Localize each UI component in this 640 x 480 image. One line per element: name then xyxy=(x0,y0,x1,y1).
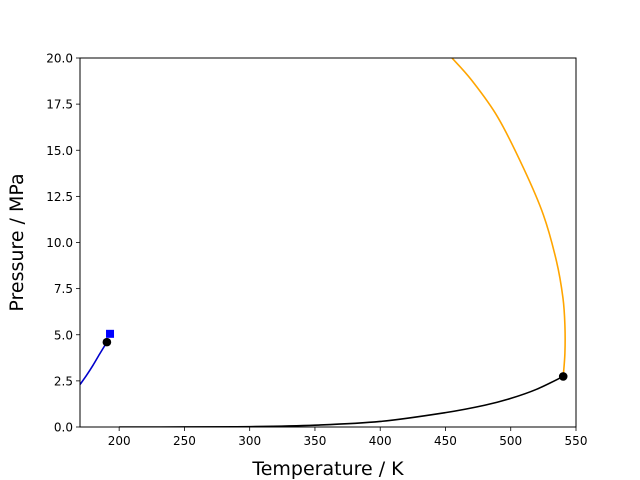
y-tick-label-3: 7.5 xyxy=(54,282,73,296)
y-tick-label-5: 12.5 xyxy=(46,190,73,204)
series-layer xyxy=(80,58,566,427)
x-tick-label-4: 400 xyxy=(369,434,392,448)
x-tick-label-5: 450 xyxy=(434,434,457,448)
y-tick-label-4: 10.0 xyxy=(46,236,73,250)
y-axis-label: Pressure / MPa xyxy=(6,173,28,311)
x-tick-label-1: 250 xyxy=(173,434,196,448)
y-tick-label-1: 2.5 xyxy=(54,374,73,388)
x-tick-label-6: 500 xyxy=(499,434,522,448)
point-marker-3-1 xyxy=(558,372,568,381)
y-tick-label-6: 15.0 xyxy=(46,144,73,158)
y-tick-label-8: 20.0 xyxy=(46,52,73,66)
y-tick-label-2: 5.0 xyxy=(54,328,73,342)
y-tick-label-7: 17.5 xyxy=(46,98,73,112)
x-tick-label-3: 350 xyxy=(303,434,326,448)
square-marker-4-0 xyxy=(106,329,115,338)
ticks-layer: 200 250 300 350 400 450 500 550 0.0 2.5 5.0 7.5 10.0… xyxy=(46,52,587,449)
y-tick-label-0: 0.0 xyxy=(54,421,73,435)
x-tick-label-7: 550 xyxy=(565,434,588,448)
series-line-2 xyxy=(451,58,566,377)
x-axis-label: Temperature / K xyxy=(251,458,404,480)
plot-frame xyxy=(79,57,577,428)
series-line-1 xyxy=(119,375,564,427)
series-line-0 xyxy=(80,341,108,386)
x-tick-label-2: 300 xyxy=(238,434,261,448)
x-tick-label-0: 200 xyxy=(108,434,131,448)
point-marker-3-0 xyxy=(102,337,112,347)
